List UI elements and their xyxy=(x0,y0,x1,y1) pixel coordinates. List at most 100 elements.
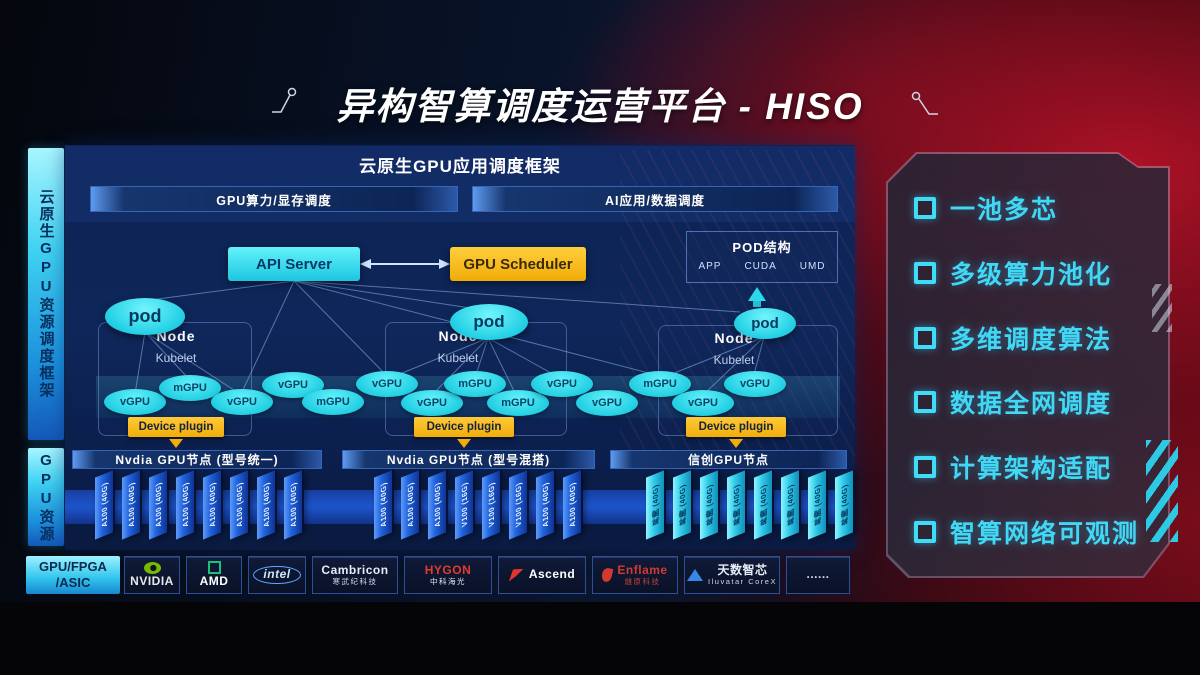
pod-structure-title: POD结构 xyxy=(732,240,792,255)
device-plugin-3: Device plugin xyxy=(686,417,786,437)
gpu-card: 昇腾 (40G) xyxy=(781,470,799,540)
vendor-intel: intel xyxy=(248,556,306,594)
gpu-card: A100 (40G) xyxy=(284,470,302,540)
device-plugin-2: Device plugin xyxy=(414,417,514,437)
feature-text: 智算网络可观测 xyxy=(950,519,1140,548)
vendor-row: NVIDIA AMD intel Cambricon 寒武纪科技 HYGON 中科海光 Asc… xyxy=(124,556,856,594)
gpu-card: 昇腾 (40G) xyxy=(754,470,772,540)
page-title: 异构智算调度运营平台 - HISO xyxy=(336,86,864,127)
gpu-card: A100 (40G) xyxy=(374,470,392,540)
vendor-name: NVIDIA xyxy=(130,573,174,588)
gpu-card: 昇腾 (40G) xyxy=(835,470,853,540)
vendor-subtitle: Iluvatar CoreX xyxy=(708,576,777,586)
gpu-fpga-line1: GPU/FPGA xyxy=(39,558,107,574)
bar-gpu-compute-memory-scheduling: GPU算力/显存调度 xyxy=(90,186,458,212)
feature-list: 一池多芯 多级算力池化 多维调度算法 数据全网调度 计算架构适配 智算网络可观测 xyxy=(914,190,1154,550)
vendor-name: ...... xyxy=(806,567,830,582)
vendor-name: 天数智芯 xyxy=(717,562,768,577)
checkbox-square-icon xyxy=(914,197,936,219)
device-plugin-1: Device plugin xyxy=(128,417,224,437)
gpu-card: V100 (16G) xyxy=(509,470,527,540)
bottom-black-band xyxy=(0,602,1200,675)
kubelet-label-1: Kubelet xyxy=(155,351,197,365)
vendor-iluvatar: 天数智芯 Iluvatar CoreX xyxy=(684,556,780,594)
checkbox-square-icon xyxy=(914,520,936,543)
pod-ellipse-1: pod xyxy=(105,298,185,335)
vendor-ascend: Ascend xyxy=(498,556,586,594)
checkbox-square-icon xyxy=(914,456,936,479)
feature-panel xyxy=(888,154,1168,576)
pod-item-umd: UMD xyxy=(799,261,826,272)
gpu-card: A100 (40G) xyxy=(257,470,275,540)
vendor-subtitle: 中科海光 xyxy=(429,576,466,586)
kubelet-label-3: Kubelet xyxy=(713,353,755,367)
gpu-scheduler-box: GPU Scheduler xyxy=(450,247,586,281)
rail-cloud-native-gpu-framework: 云原生GPU资源调度框架 xyxy=(28,148,64,440)
gpu-card: 昇腾 (40G) xyxy=(700,470,718,540)
amd-icon xyxy=(207,561,221,575)
hazard-stripes-small-decoration xyxy=(1152,284,1172,332)
hazard-stripes-decoration xyxy=(1146,440,1178,542)
vendor-hygon: HYGON 中科海光 xyxy=(404,556,492,594)
feature-item: 一池多芯 xyxy=(914,190,1154,226)
gpu-node-header-xinchuang: 信创GPU节点 xyxy=(610,450,847,469)
vendor-name: intel xyxy=(253,565,301,585)
feature-text: 计算架构适配 xyxy=(950,455,1113,484)
feature-item: 数据全网调度 xyxy=(914,384,1154,420)
feature-text: 多级算力池化 xyxy=(950,260,1113,289)
gpu-node-header-mixed: Nvdia GPU节点 (型号混搭) xyxy=(342,450,595,469)
gpu-card: V100 (16G) xyxy=(455,470,473,540)
device-plugin-arrow-1 xyxy=(169,439,183,448)
gpu-card: V100 (16G) xyxy=(482,470,500,540)
gpu-card: 昇腾 (40G) xyxy=(673,470,691,540)
gpu-card: A100 (40G) xyxy=(536,470,554,540)
gpu-card: A100 (40G) xyxy=(563,470,581,540)
device-plugin-arrow-3 xyxy=(729,439,743,448)
gpu-fpga-asic-label: GPU/FPGA /ASIC xyxy=(26,556,120,594)
gpu-fpga-line2: /ASIC xyxy=(55,575,91,590)
cloud-native-app-scheduling-title: 云原生GPU应用调度框架 xyxy=(359,157,561,176)
gpu-card-group-3: 昇腾 (40G) 昇腾 (40G) 昇腾 (40G) 昇腾 (40G) 昇腾 (40G)… xyxy=(646,470,853,540)
gpu-card: A100 (40G) xyxy=(401,470,419,540)
vendor-name: Enflame xyxy=(617,562,668,577)
gpu-card: A100 (40G) xyxy=(95,470,113,540)
vendor-nvidia: NVIDIA xyxy=(124,556,180,594)
gpu-card: 昇腾 (40G) xyxy=(808,470,826,540)
vendor-enflame: Enflame 燧原科技 xyxy=(592,556,678,594)
feature-text: 一池多芯 xyxy=(950,196,1059,224)
device-plugin-arrow-2 xyxy=(457,439,471,448)
pod-ellipse-3: pod xyxy=(734,308,796,339)
rail-gpu-resources: GPU资源 xyxy=(28,448,64,546)
vendor-name: AMD xyxy=(199,574,229,589)
enflame-icon xyxy=(601,567,614,583)
feature-item: 多级算力池化 xyxy=(914,255,1154,291)
kubelet-label-2: Kubelet xyxy=(437,351,479,365)
gpu-card: A100 (40G) xyxy=(122,470,140,540)
feature-item: 智算网络可观测 xyxy=(914,514,1154,550)
vendor-name: HYGON xyxy=(424,562,472,577)
vendor-name: Ascend xyxy=(528,567,576,582)
gpu-virtualization-band xyxy=(96,376,840,418)
pod-ellipse-2: pod xyxy=(450,304,528,340)
checkbox-square-icon xyxy=(914,391,936,414)
vendor-cambricon: Cambricon 寒武纪科技 xyxy=(312,556,398,594)
feature-item: 计算架构适配 xyxy=(914,449,1154,485)
vendor-dots: ...... xyxy=(786,556,850,594)
nvidia-icon xyxy=(143,561,161,574)
pod-structure-box: POD结构 APP CUDA UMD xyxy=(686,231,838,283)
feature-text: 数据全网调度 xyxy=(950,390,1113,419)
checkbox-square-icon xyxy=(914,326,936,349)
gpu-card: A100 (40G) xyxy=(203,470,221,540)
vendor-subtitle: 燧原科技 xyxy=(624,576,661,586)
gpu-card: A100 (40G) xyxy=(176,470,194,540)
iluvatar-icon xyxy=(687,569,704,581)
gpu-card: 昇腾 (40G) xyxy=(727,470,745,540)
pod-item-app: APP xyxy=(698,261,722,272)
gpu-node-header-uniform: Nvdia GPU节点 (型号统一) xyxy=(72,450,322,469)
checkbox-square-icon xyxy=(914,261,936,284)
gpu-card: A100 (40G) xyxy=(230,470,248,540)
ascend-icon xyxy=(508,568,524,582)
vendor-amd: AMD xyxy=(186,556,242,594)
gpu-card-group-2: A100 (40G) A100 (40G) A100 (40G) V100 (16G)… xyxy=(374,470,581,540)
